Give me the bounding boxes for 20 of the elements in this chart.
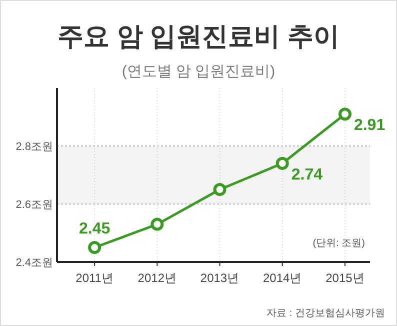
annotation: (단위: 조원)	[312, 238, 365, 249]
x-tick-label: 2014년	[263, 271, 302, 285]
x-tick-label: 2013년	[200, 271, 240, 285]
data-label: 2.74	[291, 166, 323, 184]
x-tick-label: 2011년	[76, 271, 114, 285]
point	[213, 183, 226, 196]
y-tick-label: 2.4조원	[16, 257, 53, 269]
chart-subtitle: (연도별 암 입원진료비)	[122, 63, 276, 80]
point	[338, 108, 352, 121]
chart-title: 주요 암 입원진료비 추이	[58, 21, 340, 51]
point	[150, 218, 164, 231]
data-label: 2.91	[354, 117, 386, 134]
text: 자료 : 건강보험심사평가원	[266, 308, 385, 319]
point	[88, 241, 102, 254]
point	[276, 156, 289, 170]
y-tick-label: 2.8조원	[16, 141, 53, 153]
x-tick-label: 2012년	[138, 271, 177, 285]
x-tick-label: 2015년	[326, 271, 364, 285]
y-tick-label: 2.6조원	[16, 199, 53, 211]
data-label: 2.45	[78, 220, 110, 238]
